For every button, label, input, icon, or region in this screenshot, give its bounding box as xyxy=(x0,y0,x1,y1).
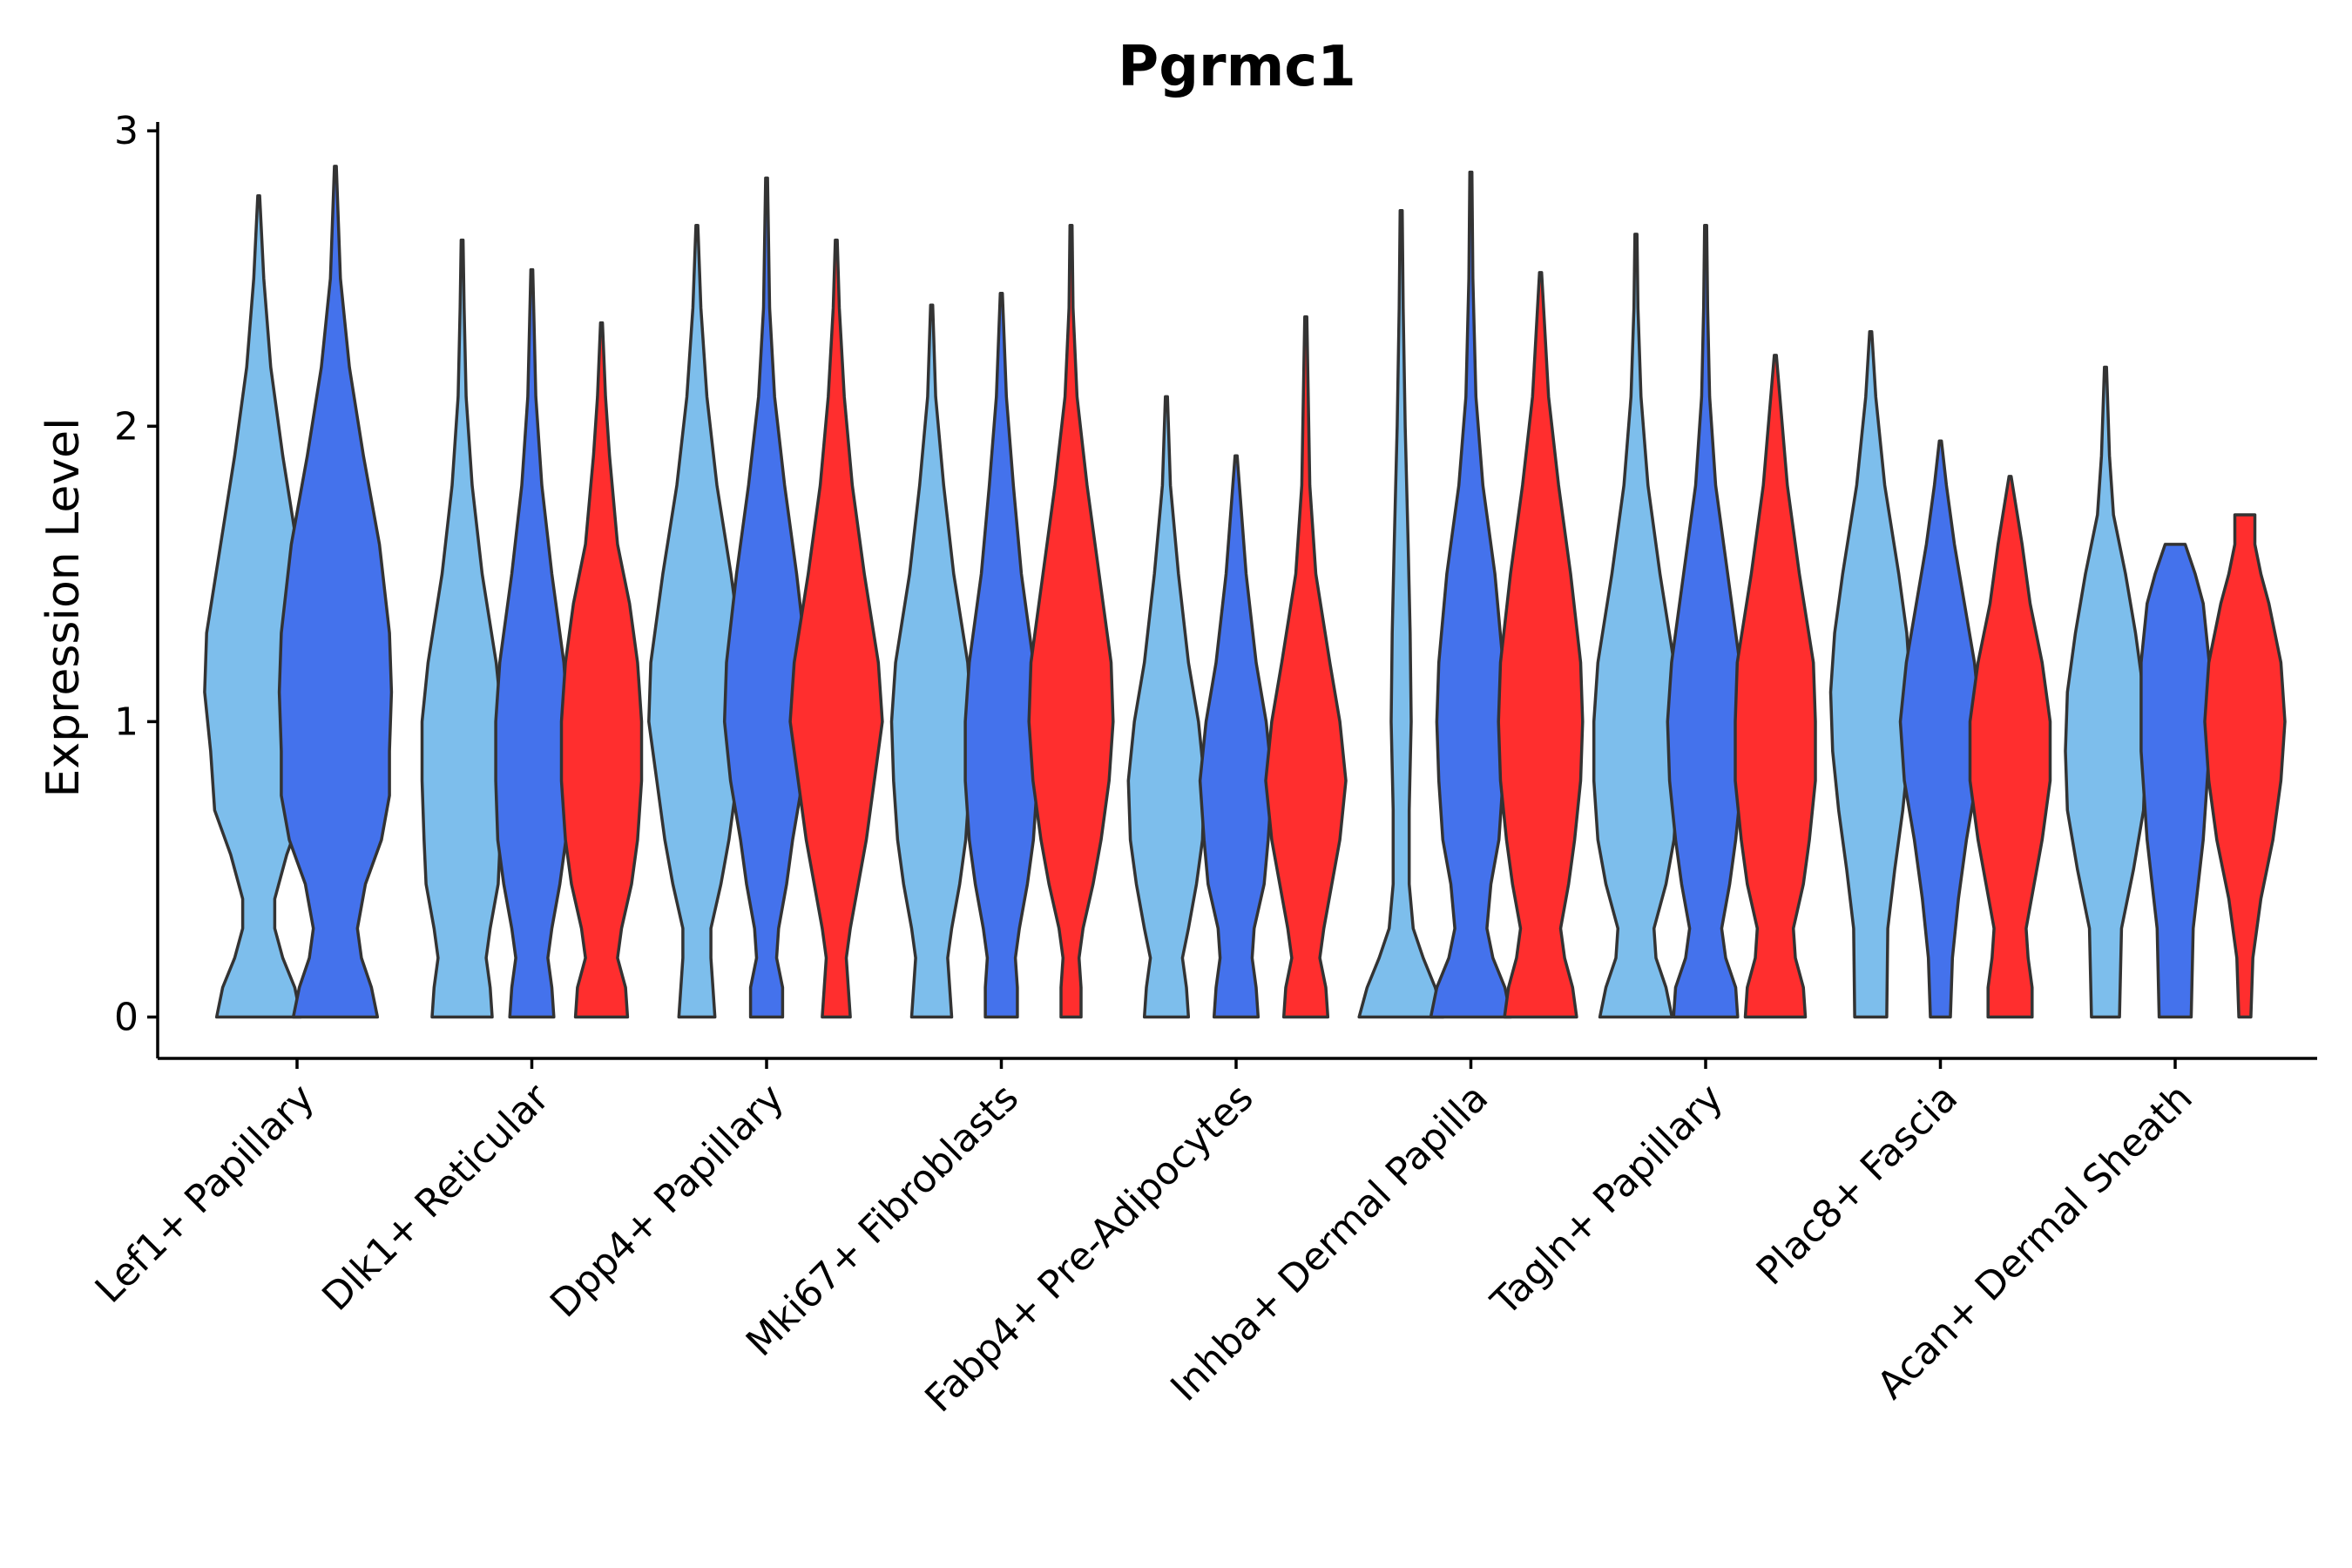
y-axis-ticks: 0 1 2 3 xyxy=(114,109,158,1040)
y-tick-label: 0 xyxy=(114,996,139,1040)
x-tick-label: Dpp4+ Papillary xyxy=(542,1076,793,1327)
violin-2-1 xyxy=(277,165,394,1019)
y-axis-label: Expression Level xyxy=(37,417,90,797)
violin-2-6 xyxy=(1429,170,1513,1019)
violin-2-7 xyxy=(1666,223,1746,1019)
violin-2-8 xyxy=(1898,439,1983,1019)
violin-3-2 xyxy=(559,321,644,1019)
violin-1-2 xyxy=(420,238,504,1019)
violin-2-2 xyxy=(494,267,570,1019)
violin-3-5 xyxy=(1264,315,1348,1019)
violin-3-6 xyxy=(1497,271,1585,1019)
x-tick-label: Tagln+ Papillary xyxy=(1483,1076,1732,1325)
y-tick-label: 3 xyxy=(114,109,139,153)
violin-3-8 xyxy=(1968,475,2052,1019)
x-tick-label: Plac8+ Fascia xyxy=(1748,1076,1967,1294)
chart-title: Pgrmc1 xyxy=(1118,35,1355,99)
violin-2-3 xyxy=(722,176,811,1019)
y-tick-label: 2 xyxy=(114,404,139,449)
x-tick-label: Lef1+ Papillary xyxy=(87,1076,323,1312)
violin-3-7 xyxy=(1734,354,1817,1019)
violin-1-8 xyxy=(1828,330,1913,1019)
violin-1-7 xyxy=(1592,233,1680,1019)
violin-3-3 xyxy=(788,238,884,1019)
violin-1-6 xyxy=(1357,208,1445,1019)
x-tick-label: Dlk1+ Reticular xyxy=(314,1075,558,1320)
y-tick-label: 1 xyxy=(114,700,139,744)
violin-1-3 xyxy=(647,223,747,1019)
violin-1-4 xyxy=(889,303,974,1019)
violin-2-5 xyxy=(1198,454,1274,1019)
violin-layer xyxy=(203,165,2287,1019)
violin-3-4 xyxy=(1027,223,1115,1019)
violin-2-9 xyxy=(2139,543,2211,1019)
violin-1-9 xyxy=(2064,365,2147,1019)
violin-1-5 xyxy=(1126,395,1206,1019)
violin-2-4 xyxy=(963,291,1039,1019)
violin-3-9 xyxy=(2203,513,2287,1019)
